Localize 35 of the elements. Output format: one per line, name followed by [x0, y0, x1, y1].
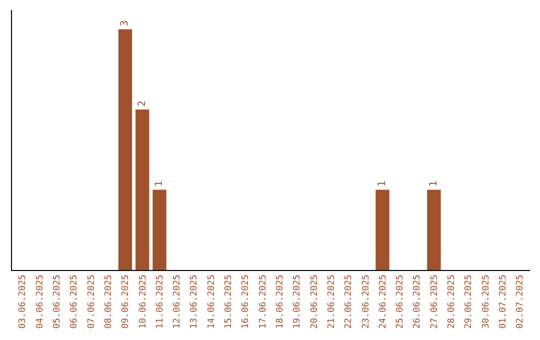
x-tick-label: 26.06.2025 — [412, 274, 423, 329]
x-tick-label: 10.06.2025 — [138, 274, 148, 329]
x-tick-label: 01.07.2025 — [498, 274, 508, 329]
x-tick-label: 15.06.2025 — [224, 274, 234, 329]
x-tick-label: 21.06.2025 — [326, 274, 337, 329]
x-tick-label: 28.06.2025 — [447, 274, 458, 329]
x-tick-label: 03.06.2025 — [18, 274, 28, 329]
x-tick-label: 27.06.2025 — [430, 274, 440, 329]
x-tick-label: 13.06.2025 — [190, 274, 200, 329]
x-tick-label: 07.06.2025 — [86, 274, 97, 329]
x-tick-label: 23.06.2025 — [361, 274, 372, 329]
x-tick-label: 24.06.2025 — [378, 274, 388, 329]
data-label: 1 — [376, 180, 388, 187]
x-tick-label: 08.06.2025 — [104, 274, 114, 329]
x-tick-label: 12.06.2025 — [172, 274, 183, 329]
x-tick-label: 02.07.2025 — [516, 274, 526, 329]
x-tick-label: 04.06.2025 — [35, 274, 46, 329]
x-tick-label: 30.06.2025 — [481, 274, 492, 329]
x-tick-label: 11.06.2025 — [155, 274, 166, 329]
x-tick-label: 09.06.2025 — [121, 274, 132, 329]
x-tick-label: 19.06.2025 — [292, 274, 303, 329]
x-tick-label: 05.06.2025 — [52, 274, 63, 329]
x-tick-label: 29.06.2025 — [464, 274, 474, 329]
x-tick-label: 25.06.2025 — [396, 274, 406, 329]
x-tick-label: 18.06.2025 — [276, 274, 286, 329]
x-tick-label: 20.06.2025 — [310, 274, 320, 329]
x-tick-label: 14.06.2025 — [206, 274, 217, 329]
data-label: 1 — [428, 180, 440, 187]
x-tick-label: 06.06.2025 — [70, 274, 80, 329]
x-tick-label: 16.06.2025 — [241, 274, 252, 329]
x-tick-label: 22.06.2025 — [344, 274, 354, 329]
data-label: 1 — [154, 180, 166, 187]
data-label: 3 — [120, 20, 131, 26]
data-label: 2 — [136, 100, 148, 107]
x-tick-label: 17.06.2025 — [258, 274, 268, 329]
